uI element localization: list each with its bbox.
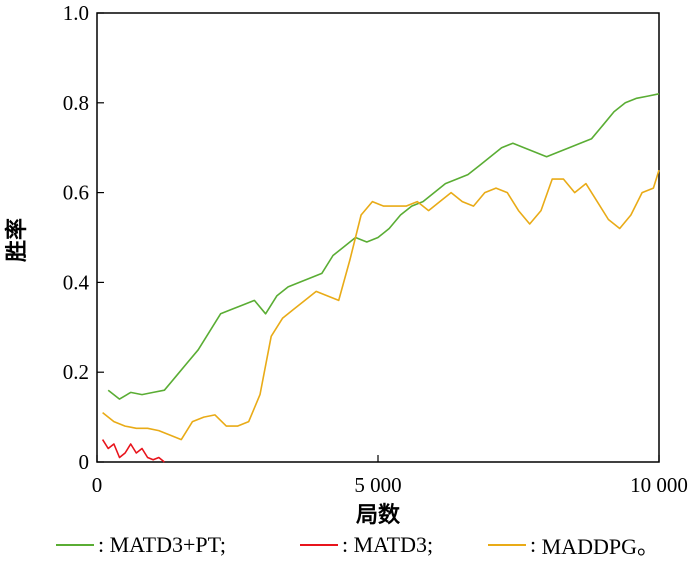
- legend-label-maddpg: MADDPG。: [541, 534, 659, 559]
- legend-colon: :: [98, 532, 110, 557]
- legend-item-matd3: : MATD3;: [300, 525, 433, 565]
- y-tick-label: 0.2: [63, 360, 89, 384]
- legend-label-matd3-pt: MATD3+PT;: [109, 532, 226, 557]
- legend-item-maddpg: : MADDPG。: [488, 525, 659, 565]
- x-tick-label: 5 000: [354, 473, 401, 497]
- series-line-matd3-pt: [107, 93, 660, 400]
- legend-colon: :: [342, 532, 354, 557]
- y-axis-ticks: 0 0.2 0.4 0.6 0.8 1.0: [63, 1, 104, 474]
- x-axis-title: 局数: [356, 502, 401, 525]
- y-tick-label: 0: [79, 450, 90, 474]
- legend-item-matd3-pt: : MATD3+PT;: [56, 525, 226, 565]
- y-tick-label: 0.4: [63, 270, 90, 294]
- series-line-maddpg: [102, 169, 660, 441]
- legend-swatch-matd3: [300, 544, 338, 546]
- legend-colon: :: [530, 532, 542, 557]
- y-tick-label: 1.0: [63, 1, 89, 25]
- legend: : MATD3+PT; : MATD3; : MADDPG。: [0, 525, 700, 565]
- legend-swatch-matd3-pt: [56, 544, 94, 546]
- series-line-matd3: [101, 439, 165, 463]
- x-tick-label: 0: [92, 473, 103, 497]
- legend-swatch-maddpg: [488, 544, 526, 546]
- x-axis-ticks: 0 5 000 10 000: [92, 455, 688, 497]
- y-tick-label: 0.6: [63, 181, 89, 205]
- chart: 0 5 000 10 000 0 0.2 0.4 0.6 0.8 1.0 局数 胜率: [4, 1, 688, 525]
- legend-label-matd3: MATD3;: [353, 532, 434, 557]
- y-axis-title: 胜率: [4, 218, 30, 262]
- series-lines: [101, 93, 660, 463]
- y-tick-label: 0.8: [63, 91, 89, 115]
- x-tick-label: 10 000: [630, 473, 688, 497]
